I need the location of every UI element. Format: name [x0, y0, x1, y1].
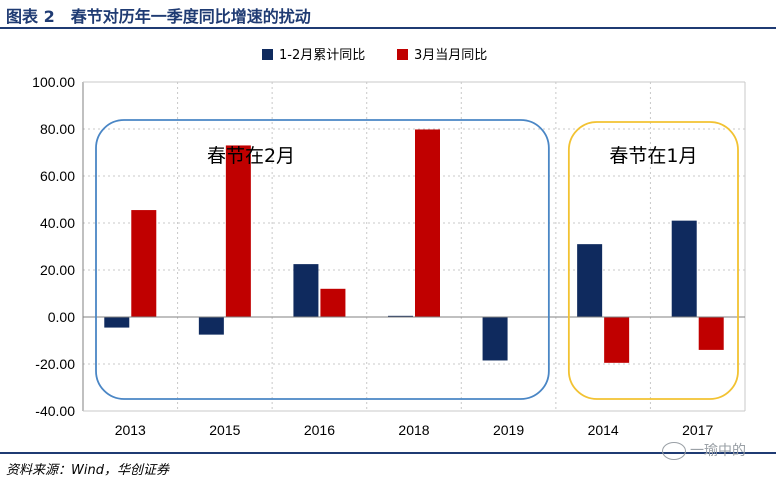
y-tick-label: 20.00: [40, 262, 75, 278]
axes: 100.00 80.00 60.00 40.00 20.00 0.00 -20.00 -40.…: [32, 74, 746, 438]
bars: [104, 129, 724, 363]
legend-label-2: 3月当月同比: [414, 48, 487, 63]
y-tick-label: 0.00: [48, 309, 75, 325]
bar-jan-feb-2014: [577, 244, 603, 317]
bar-jan-feb-2017: [671, 220, 697, 317]
legend: 1-2月累计同比 3月当月同比: [262, 48, 487, 63]
bar-chart: 100.00 80.00 60.00 40.00 20.00 0.00 -20.00 -40.…: [32, 48, 746, 438]
figure-header: 图表 2 春节对历年一季度同比增速的扰动: [0, 0, 776, 29]
y-tick-label: 60.00: [40, 168, 75, 184]
wechat-icon: [662, 442, 686, 460]
bar-jan-feb-2018: [388, 315, 413, 317]
annotation-boxes: 春节在2月 春节在1月: [95, 119, 739, 400]
bar-march-2017: [698, 317, 724, 350]
source-note: 资料来源：Wind，华创证券: [6, 463, 169, 478]
y-tick-label: -40.00: [35, 403, 75, 419]
bar-march-2013: [131, 210, 157, 317]
watermark: 一瑜中的: [662, 440, 746, 460]
bar-march-2015: [225, 145, 251, 317]
y-tick-label: 40.00: [40, 215, 75, 231]
title-divider: [0, 27, 776, 29]
figure-title: 图表 2 春节对历年一季度同比增速的扰动: [6, 7, 311, 26]
annotation-label-1: 春节在2月: [207, 145, 295, 167]
bar-jan-feb-2015: [198, 317, 224, 335]
x-tick-label: 2013: [115, 422, 146, 438]
annotation-box-2: [567, 121, 739, 400]
y-tick-label: -20.00: [35, 356, 75, 372]
bar-jan-feb-2019: [482, 317, 508, 361]
annotation-box-1: [95, 119, 550, 400]
y-tick-label: 100.00: [32, 74, 75, 90]
annotation-label-2: 春节在1月: [609, 145, 697, 167]
legend-swatch-1: [262, 49, 273, 60]
source-divider: [0, 452, 776, 454]
x-tick-label: 2017: [682, 422, 713, 438]
bar-march-2018: [415, 129, 440, 317]
x-tick-label: 2014: [588, 422, 619, 438]
x-tick-label: 2019: [493, 422, 524, 438]
bar-jan-feb-2013: [104, 317, 130, 328]
bar-march-2014: [604, 317, 630, 363]
x-tick-label: 2016: [304, 422, 335, 438]
x-tick-label: 2015: [209, 422, 240, 438]
x-tick-label: 2018: [398, 422, 429, 438]
grid-lines: [83, 81, 745, 412]
y-tick-label: 80.00: [40, 121, 75, 137]
legend-swatch-2: [397, 49, 408, 60]
watermark-text: 一瑜中的: [690, 443, 746, 459]
legend-label-1: 1-2月累计同比: [279, 48, 365, 63]
bar-march-2016: [320, 288, 346, 317]
bar-jan-feb-2016: [293, 264, 319, 317]
